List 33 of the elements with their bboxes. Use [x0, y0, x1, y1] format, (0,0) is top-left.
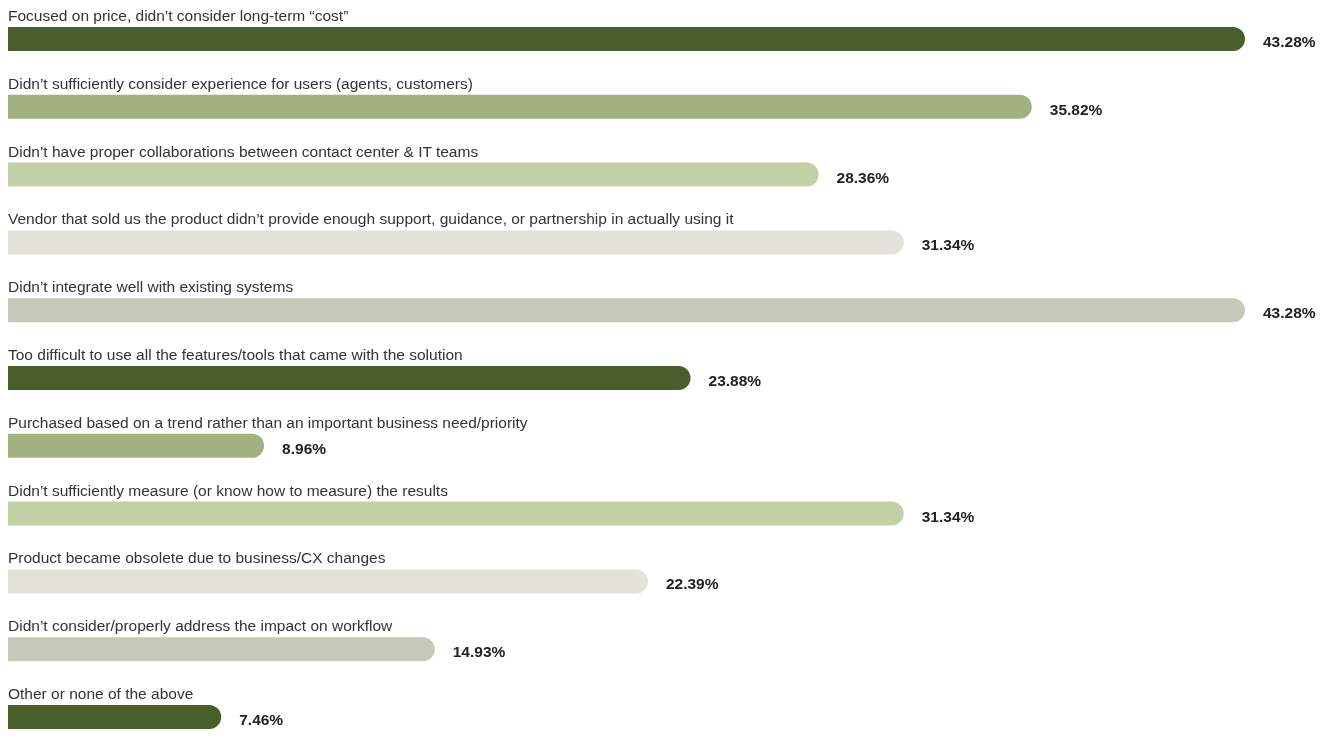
data-label: 43.28%: [1263, 33, 1316, 50]
y-tick-label: Didn’t sufficiently consider experience for users (agents, customers): [8, 74, 473, 92]
bar: [8, 27, 1245, 51]
data-label: 23.88%: [708, 372, 762, 389]
y-tick-label: Too difficult to use all the features/tools that came with the solution: [8, 346, 463, 363]
data-label: 28.36%: [836, 168, 890, 186]
y-tick-label: Other or none of the above: [8, 685, 194, 702]
data-label: 22.39%: [665, 575, 719, 593]
bar: [8, 298, 1245, 323]
bar: [8, 705, 222, 729]
y-tick-label: Vendor that sold us the product didn’t provide enough support, guidance, or partnership in actually using it: [8, 210, 735, 228]
data-label: 43.28%: [1263, 304, 1316, 322]
data-label: 35.82%: [1049, 100, 1103, 118]
data-label: 31.34%: [921, 236, 975, 254]
bar: [8, 162, 819, 187]
data-label: 8.96%: [282, 439, 327, 457]
data-label: 31.34%: [921, 507, 975, 525]
bar: [8, 569, 648, 594]
bar: [8, 230, 904, 255]
bar: [8, 433, 265, 458]
bar: [8, 94, 1032, 119]
y-tick-label: Didn’t consider/properly address the impact on workflow: [8, 617, 394, 635]
y-tick-label: Product became obsolete due to business/CX changes: [8, 549, 386, 567]
y-tick-label: Purchased based on a trend rather than an important business need/priority: [8, 413, 528, 431]
bar: [8, 501, 904, 526]
bar: [8, 637, 435, 662]
y-tick-label: Didn’t integrate well with existing systems: [8, 278, 294, 296]
data-label: 14.93%: [452, 643, 506, 661]
y-tick-label: Didn’t sufficiently measure (or know how to measure) the results: [8, 481, 449, 499]
y-tick-label: Didn’t have proper collaborations between contact center & IT teams: [8, 142, 479, 160]
data-label: 7.46%: [239, 711, 284, 728]
bar: [8, 366, 691, 390]
y-tick-label: Focused on price, didn’t consider long-term “cost”: [8, 7, 349, 24]
